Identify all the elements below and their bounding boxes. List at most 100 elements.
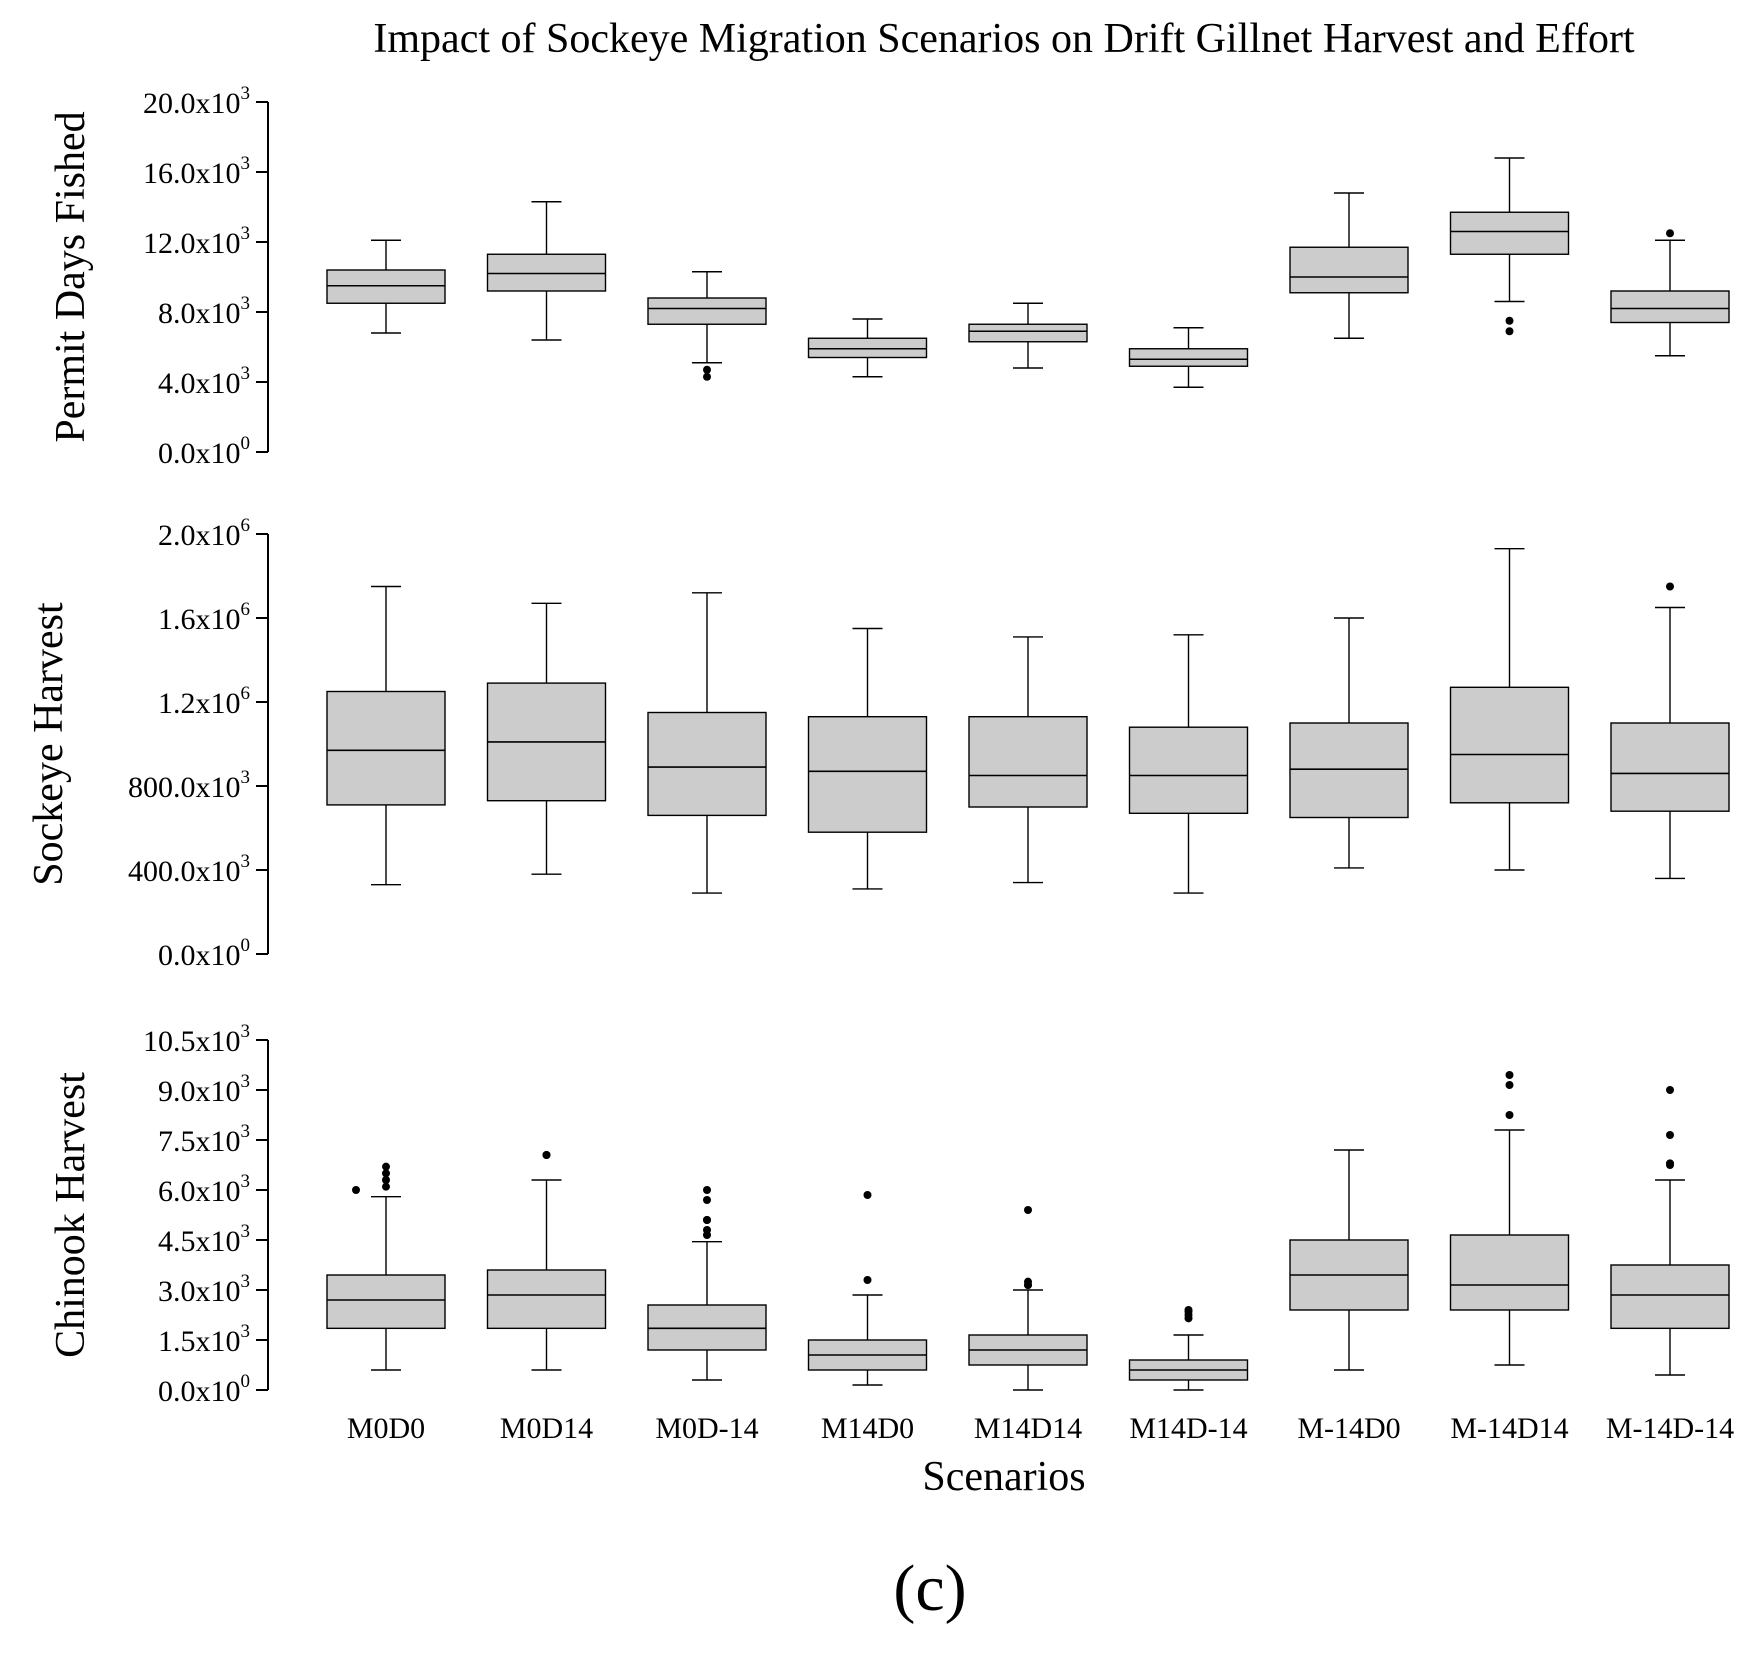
x-tick-label: M14D14 bbox=[974, 1412, 1082, 1445]
y-tick-label: 8.0x103 bbox=[158, 293, 250, 330]
y-tick-exponent: 3 bbox=[241, 1271, 251, 1292]
box-M14D14 bbox=[968, 302, 1088, 369]
box-M14D14 bbox=[968, 636, 1088, 884]
y-tick-mantissa: 800.0x10 bbox=[128, 771, 241, 804]
outlier-point bbox=[1666, 1131, 1674, 1139]
y-tick-label: 400.0x103 bbox=[128, 851, 250, 888]
box-M0D0 bbox=[326, 585, 446, 886]
y-tick-mantissa: 8.0x10 bbox=[158, 297, 241, 330]
iqr-box bbox=[807, 337, 928, 359]
y-tick-exponent: 3 bbox=[241, 851, 251, 872]
y-tick-mantissa: 4.5x10 bbox=[158, 1225, 241, 1258]
y-tick-label: 7.5x103 bbox=[158, 1121, 250, 1158]
y-tick-mantissa: 3.0x10 bbox=[158, 1275, 241, 1308]
x-tick-label: M-14D14 bbox=[1450, 1412, 1568, 1445]
x-tick-label: M-14D0 bbox=[1297, 1412, 1400, 1445]
x-tick-label: M0D0 bbox=[347, 1412, 425, 1445]
outlier-point bbox=[1184, 1306, 1193, 1314]
outlier-point bbox=[1666, 582, 1674, 591]
outlier-point bbox=[703, 1226, 711, 1234]
x-tick-label: M14D0 bbox=[821, 1412, 914, 1445]
outlier-point bbox=[1024, 1206, 1032, 1214]
y-tick-exponent: 3 bbox=[241, 153, 251, 174]
outlier-point bbox=[1666, 1086, 1674, 1094]
outlier-point bbox=[382, 1169, 390, 1178]
outlier-point bbox=[703, 1216, 711, 1224]
y-tick-exponent: 0 bbox=[241, 935, 251, 956]
x-tick-label: M0D14 bbox=[500, 1412, 593, 1445]
x-tick-label: M0D-14 bbox=[655, 1412, 758, 1445]
y-tick-exponent: 0 bbox=[241, 433, 251, 454]
x-axis-label: Scenarios bbox=[922, 1454, 1085, 1500]
y-tick-label: 4.0x103 bbox=[158, 363, 250, 400]
panel-2: Sockeye Harvest0.0x100400.0x103800.0x103… bbox=[26, 515, 1730, 972]
y-tick-exponent: 3 bbox=[241, 1121, 251, 1142]
x-tick-label: M14D-14 bbox=[1129, 1412, 1247, 1445]
y-tick-mantissa: 12.0x10 bbox=[143, 227, 241, 260]
y-tick-mantissa: 0.0x10 bbox=[158, 437, 241, 470]
outlier-point bbox=[382, 1182, 390, 1191]
y-tick-mantissa: 20.0x10 bbox=[143, 87, 241, 120]
y-tick-label: 800.0x103 bbox=[128, 767, 250, 804]
chart-title: Impact of Sockeye Migration Scenarios on… bbox=[373, 16, 1635, 62]
y-tick-label: 1.5x103 bbox=[158, 1321, 250, 1358]
outlier-point bbox=[703, 372, 711, 381]
outlier-point bbox=[352, 1186, 360, 1194]
box-M0D0 bbox=[326, 1162, 446, 1371]
box-M-14D-14 bbox=[1610, 1086, 1730, 1376]
box-M14D0 bbox=[807, 318, 928, 378]
outlier-point bbox=[1505, 316, 1514, 325]
y-tick-label: 3.0x103 bbox=[158, 1271, 250, 1308]
outlier-point bbox=[1666, 1159, 1674, 1168]
iqr-box bbox=[326, 269, 446, 304]
y-tick-label: 20.0x103 bbox=[143, 83, 250, 120]
y-tick-exponent: 3 bbox=[241, 1221, 251, 1242]
y-tick-label: 4.5x103 bbox=[158, 1221, 250, 1258]
outlier-point bbox=[863, 1191, 872, 1199]
y-tick-mantissa: 0.0x10 bbox=[158, 939, 241, 972]
box-M-14D0 bbox=[1289, 192, 1409, 339]
iqr-box bbox=[968, 323, 1088, 343]
iqr-box bbox=[968, 716, 1088, 808]
y-tick-exponent: 3 bbox=[241, 363, 251, 384]
iqr-box bbox=[1610, 290, 1730, 324]
y-tick-label: 9.0x103 bbox=[158, 1071, 250, 1108]
y-tick-label: 0.0x100 bbox=[158, 433, 250, 470]
iqr-box bbox=[1449, 1234, 1570, 1311]
y-tick-mantissa: 9.0x10 bbox=[158, 1075, 241, 1108]
box-M0D14 bbox=[486, 602, 607, 875]
y-tick-exponent: 3 bbox=[241, 1171, 251, 1192]
iqr-box bbox=[1289, 246, 1409, 294]
y-axis-label: Sockeye Harvest bbox=[26, 602, 72, 886]
y-tick-mantissa: 1.5x10 bbox=[158, 1325, 241, 1358]
outlier-point bbox=[703, 365, 711, 374]
outlier-point bbox=[863, 1276, 872, 1284]
y-tick-label: 0.0x100 bbox=[158, 1371, 250, 1408]
outlier-point bbox=[1505, 327, 1514, 336]
y-tick-mantissa: 1.2x10 bbox=[158, 687, 241, 720]
iqr-box bbox=[486, 1269, 607, 1330]
iqr-box bbox=[647, 711, 767, 817]
iqr-box bbox=[1128, 348, 1249, 367]
iqr-box bbox=[1610, 722, 1730, 812]
iqr-box bbox=[1449, 211, 1570, 255]
y-tick-label: 1.6x106 bbox=[158, 599, 250, 636]
panel-3: Chinook Harvest0.0x1001.5x1033.0x1034.5x… bbox=[48, 1021, 1730, 1408]
y-tick-mantissa: 0.0x10 bbox=[158, 1375, 241, 1408]
outlier-point bbox=[703, 1186, 711, 1194]
iqr-box bbox=[1610, 1264, 1730, 1330]
y-tick-exponent: 3 bbox=[241, 83, 251, 104]
y-tick-mantissa: 6.0x10 bbox=[158, 1175, 241, 1208]
box-M0D14 bbox=[486, 201, 607, 341]
panel-tag: (c) bbox=[893, 1552, 966, 1625]
y-tick-mantissa: 10.5x10 bbox=[143, 1025, 241, 1058]
y-tick-exponent: 6 bbox=[241, 515, 251, 536]
outlier-point bbox=[382, 1176, 390, 1184]
outlier-point bbox=[542, 1151, 551, 1159]
iqr-box bbox=[326, 690, 446, 806]
y-tick-exponent: 3 bbox=[241, 293, 251, 314]
box-M14D-14 bbox=[1128, 1306, 1249, 1391]
box-M0D-14 bbox=[647, 592, 767, 894]
y-tick-mantissa: 4.0x10 bbox=[158, 367, 241, 400]
box-M-14D0 bbox=[1289, 1149, 1409, 1371]
